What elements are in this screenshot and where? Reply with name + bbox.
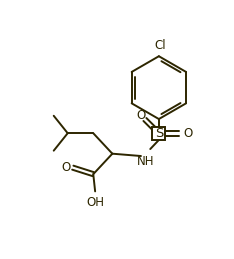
Text: OH: OH xyxy=(86,196,104,208)
Text: NH: NH xyxy=(137,155,155,168)
Text: O: O xyxy=(136,109,146,122)
Text: S: S xyxy=(155,127,163,140)
Text: Cl: Cl xyxy=(154,39,166,52)
Text: O: O xyxy=(61,161,70,174)
Bar xyxy=(152,127,165,140)
Text: O: O xyxy=(183,127,193,140)
